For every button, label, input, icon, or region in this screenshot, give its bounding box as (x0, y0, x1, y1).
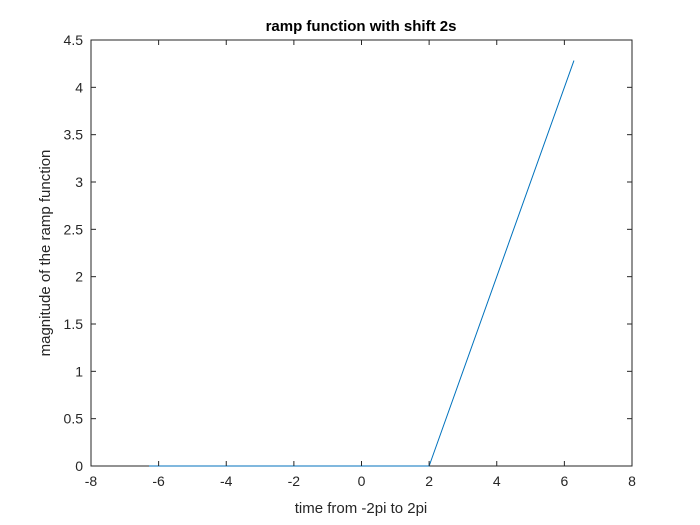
y-tick-label: 1.5 (64, 316, 84, 332)
y-tick-label: 2 (75, 269, 83, 285)
x-tick-label: 6 (560, 473, 568, 489)
y-axis-label: magnitude of the ramp function (37, 150, 54, 357)
y-tick-label: 2.5 (64, 221, 84, 237)
x-tick-label: -8 (85, 473, 98, 489)
y-axis-ticks: 0 0.5 1 1.5 2 2.5 3 3.5 4 4.5 (64, 32, 632, 474)
x-tick-label: -6 (152, 473, 165, 489)
x-tick-label: 0 (358, 473, 366, 489)
x-tick-label: 8 (628, 473, 636, 489)
x-tick-label: -4 (220, 473, 233, 489)
chart-title: ramp function with shift 2s (266, 18, 457, 35)
y-tick-label: 3.5 (64, 127, 84, 143)
x-tick-label: -2 (288, 473, 301, 489)
x-tick-label: 2 (425, 473, 433, 489)
x-axis-label: time from -2pi to 2pi (295, 500, 428, 517)
y-tick-label: 0 (75, 458, 83, 474)
y-tick-label: 3 (75, 174, 83, 190)
plot-area (90, 39, 633, 467)
y-tick-label: 4 (75, 79, 83, 95)
y-tick-label: 0.5 (64, 411, 84, 427)
y-tick-label: 4.5 (64, 32, 84, 48)
y-tick-label: 1 (75, 363, 83, 379)
x-tick-label: 4 (493, 473, 501, 489)
x-axis-ticks: -8 -6 -4 -2 0 2 4 6 8 (85, 40, 636, 489)
